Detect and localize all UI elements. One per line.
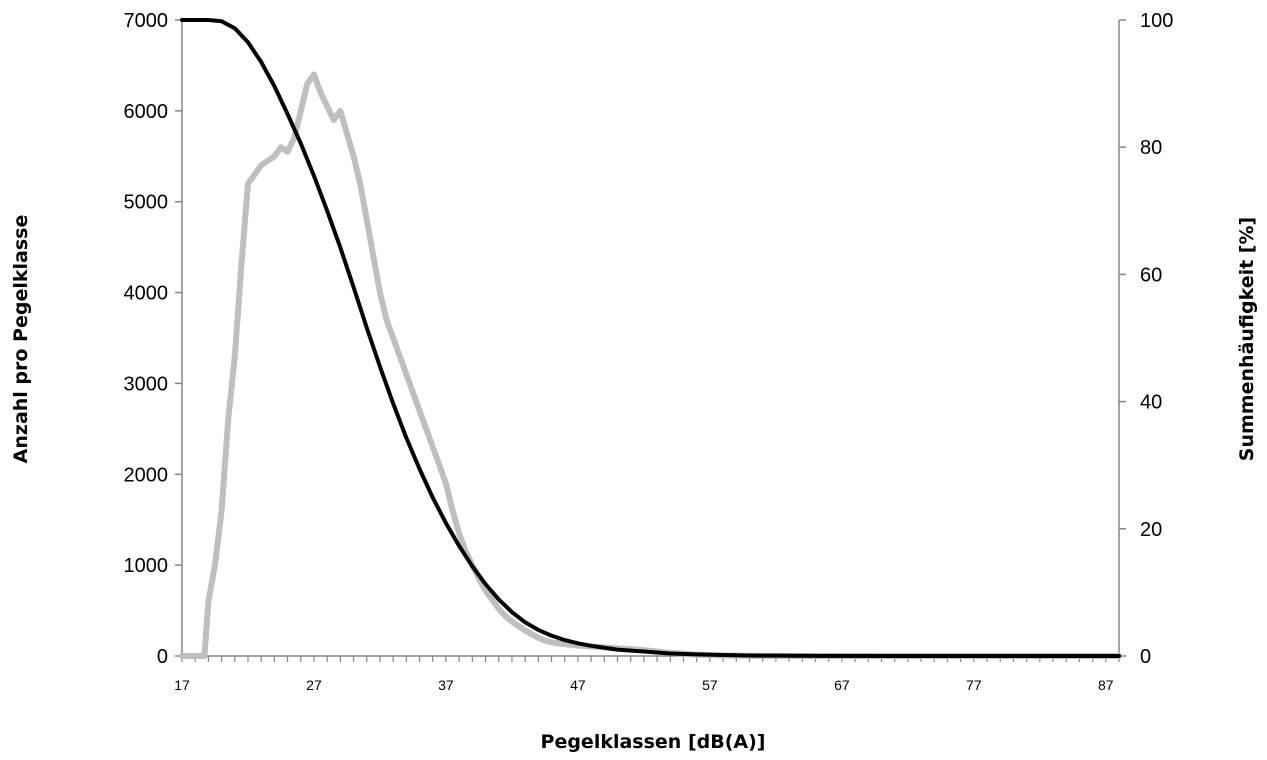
left-tick-label: 5000 <box>124 192 169 214</box>
count-per-class-line <box>179 71 1122 659</box>
right-tick-label: 40 <box>1140 392 1162 414</box>
right-tick-label: 100 <box>1140 10 1173 32</box>
right-tick-label: 80 <box>1140 137 1162 159</box>
x-tick-label: 57 <box>702 677 718 693</box>
left-tick-label: 4000 <box>124 283 169 305</box>
cumulative-frequency-line <box>180 18 1121 658</box>
right-tick-label: 60 <box>1140 264 1162 286</box>
x-tick-label: 67 <box>834 677 850 693</box>
left-y-axis: 0 1000 2000 3000 4000 5000 6000 7000 <box>124 10 183 668</box>
left-tick-label: 0 <box>157 646 168 668</box>
x-tick-label: 17 <box>174 677 190 693</box>
left-tick-label: 7000 <box>124 10 169 32</box>
x-tick-label: 77 <box>966 677 982 693</box>
x-tick-label: 37 <box>438 677 454 693</box>
right-y-axis-title: Summenhäufigkeit [%] <box>1236 217 1258 461</box>
left-tick-label: 3000 <box>124 373 169 395</box>
x-axis: 17 27 37 47 57 67 77 87 <box>174 655 1120 693</box>
x-tick-label: 47 <box>570 677 586 693</box>
x-axis-title: Pegelklassen [dB(A)] <box>541 731 766 753</box>
x-tick-label: 27 <box>306 677 322 693</box>
left-tick-label: 2000 <box>124 464 169 486</box>
x-tick-label: 87 <box>1098 677 1114 693</box>
right-y-axis: 0 20 40 60 80 100 <box>1118 10 1173 668</box>
left-y-axis-title: Anzahl pro Pegelklasse <box>10 215 32 464</box>
series-layer <box>179 18 1122 659</box>
left-tick-label: 1000 <box>124 555 169 577</box>
right-tick-label: 20 <box>1140 519 1162 541</box>
left-tick-label: 6000 <box>124 101 169 123</box>
right-tick-label: 0 <box>1140 646 1151 668</box>
